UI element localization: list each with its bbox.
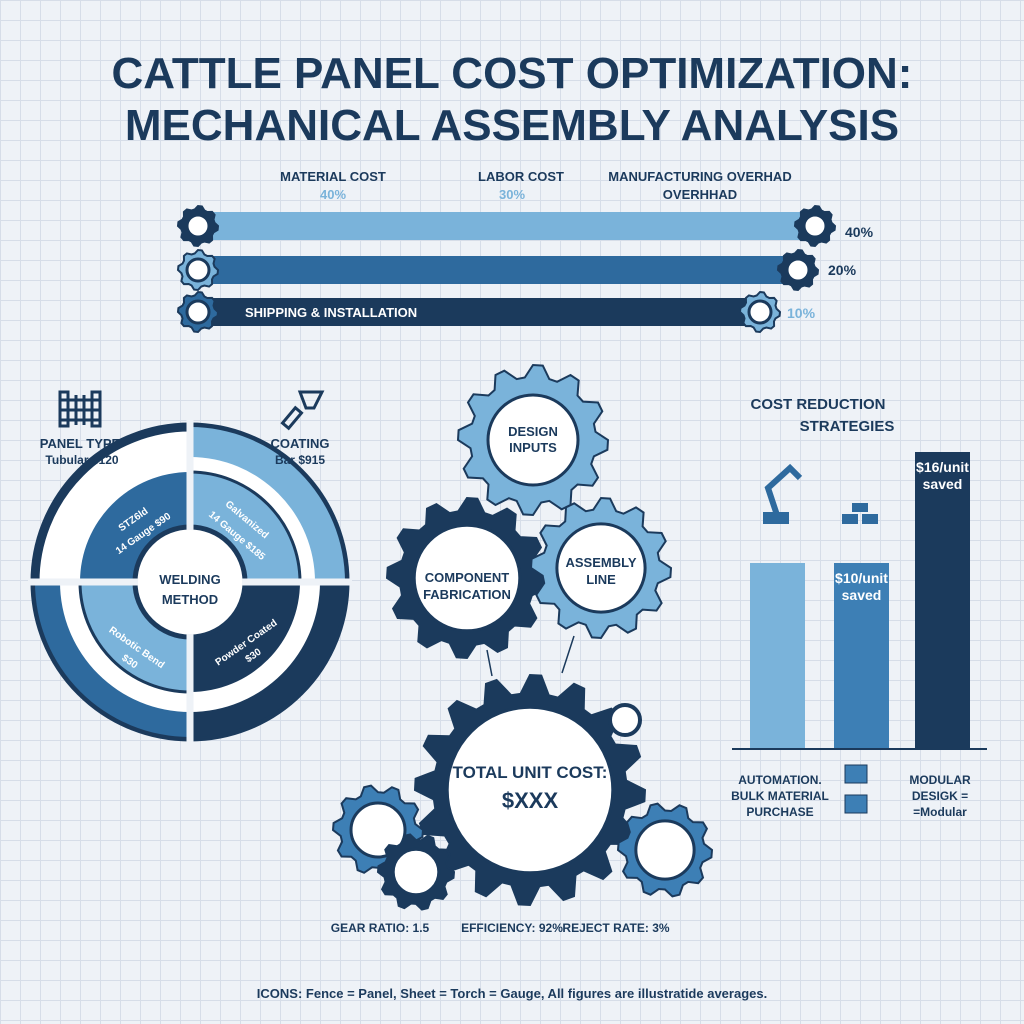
- bar-2: [834, 563, 889, 748]
- bar-shipping-value: 10%: [787, 305, 816, 321]
- bar-1: [750, 563, 805, 748]
- category-label-3: =Modular: [913, 805, 967, 819]
- fence-gear-icon: [176, 204, 220, 248]
- assembly-gears: [331, 363, 714, 911]
- gear-assembly-line1: ASSEMBLY: [565, 555, 636, 570]
- footer-note: ICONS: Fence = Panel, Sheet = Torch = Ga…: [257, 986, 767, 1001]
- stat-gear-ratio: GEAR RATIO: 1.5: [331, 921, 430, 935]
- welding-ring-chart: WELDING METHOD STZ6ld 14 Gauge $90 Galva…: [28, 390, 352, 745]
- ring-outer-bottom-left: [35, 582, 190, 737]
- gear-small-left: [331, 784, 425, 876]
- ring-segment-steel: [80, 472, 190, 582]
- gear-design-line1: DESIGN: [508, 424, 558, 439]
- header-overhead-label: MANUFACTURING OVERHAD: [608, 169, 791, 184]
- header-labor-value: 30%: [499, 187, 525, 202]
- bar-material-value: 40%: [845, 224, 874, 240]
- panel-type-value: Tubular $120: [45, 453, 118, 467]
- torch-icon: [280, 390, 325, 431]
- category-label-1: AUTOMATION.: [738, 773, 822, 787]
- bar-3: [915, 452, 970, 748]
- truck-gear-icon: [738, 290, 782, 334]
- header-material-label: MATERIAL COST: [280, 169, 386, 184]
- bar-3-data-label: saved: [923, 476, 963, 492]
- header-labor-label: LABOR COST: [478, 169, 564, 184]
- gear-design-line2: INPUTS: [509, 440, 557, 455]
- gear-small-right: [616, 802, 714, 898]
- bar-shipping: [208, 298, 748, 326]
- bar-2-data-label: saved: [842, 587, 882, 603]
- bar-labor-value: 20%: [828, 262, 857, 278]
- robot-arm-icon: [763, 463, 803, 524]
- bar-2-data-label: $10/unit: [835, 570, 888, 586]
- panel-type-label: PANEL TYPE: [40, 436, 121, 451]
- gear-small-bottom: [376, 833, 456, 911]
- gear-component-line1: COMPONENT: [425, 570, 510, 585]
- cost-breakdown-bars: SHIPPING & INSTALLATION 40% 20% 10%: [176, 204, 874, 334]
- category-label-3: MODULAR: [909, 773, 971, 787]
- bar-labor: [210, 256, 785, 284]
- total-cost-label: TOTAL UNIT COST:: [453, 763, 608, 782]
- ring-segment-powder: [190, 582, 300, 692]
- bar-3-data-label: $16/unit: [916, 459, 969, 475]
- gear-total-unit-cost: [413, 673, 647, 907]
- chart-title-line1: COST REDUCTION: [751, 396, 886, 413]
- category-label-1: PURCHASE: [746, 805, 813, 819]
- sheet-gear-icon: [176, 290, 220, 334]
- gear-assembly-line2: LINE: [586, 572, 616, 587]
- connector-arrows: [486, 635, 575, 677]
- chart-title-line2: STRATEGIES: [800, 418, 895, 435]
- fence-icon: [58, 390, 102, 428]
- gear-component-fabrication: [385, 496, 549, 660]
- coating-label: COATING: [271, 436, 330, 451]
- header-material-value: 40%: [320, 187, 346, 202]
- ring-center-line1: WELDING: [159, 572, 220, 587]
- bar-shipping-label: SHIPPING & INSTALLATION: [245, 305, 417, 320]
- gear-design-inputs: [456, 363, 610, 517]
- cost-reduction-chart: COST REDUCTION STRATEGIES AUTOMATION. BUL…: [731, 396, 987, 819]
- stat-reject-rate: REJECT RATE: 3%: [562, 921, 669, 935]
- factory-gear-icon: [776, 248, 820, 292]
- coating-value: Bar $915: [275, 453, 325, 467]
- category-label-1: BULK MATERIAL: [731, 789, 829, 803]
- magnifier-icon: [608, 703, 642, 737]
- material-gear-icon: [793, 204, 837, 248]
- bar-material: [212, 212, 802, 240]
- worker-gear-icon: [176, 248, 220, 292]
- total-cost-value: $XXX: [502, 788, 559, 813]
- stat-efficiency: EFFICIENCY: 92%: [461, 921, 563, 935]
- stacked-cubes-icon: [844, 764, 868, 814]
- ring-outer-bottom-right: [190, 582, 345, 737]
- gear-component-line2: FABRICATION: [423, 587, 511, 602]
- gear-assembly-line: [529, 496, 673, 640]
- header-overhead-value: OVERHHAD: [663, 187, 737, 202]
- category-label-3: DESIGK =: [912, 789, 968, 803]
- gold-bars-icon: [842, 503, 878, 524]
- title-line-1: CATTLE PANEL COST OPTIMIZATION:: [112, 49, 913, 98]
- ring-center-line2: METHOD: [162, 592, 218, 607]
- title-line-2: MECHANICAL ASSEMBLY ANALYSIS: [125, 101, 899, 150]
- ring-outer-coating: [190, 427, 345, 582]
